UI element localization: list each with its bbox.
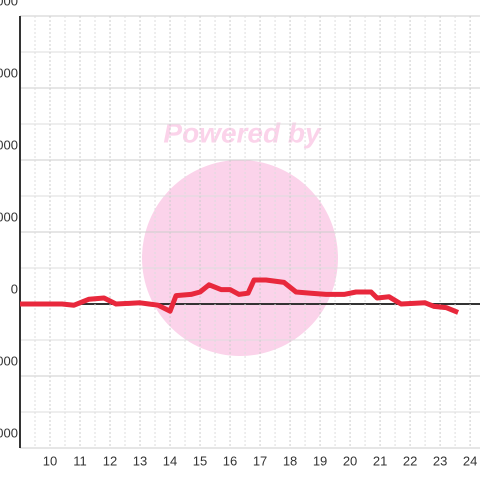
x-tick-label: 20	[343, 453, 357, 468]
y-tick-label: -3,000	[0, 353, 18, 368]
watermark-text: Powered by	[163, 117, 322, 148]
y-tick-label: 9,000	[0, 65, 18, 80]
x-tick-label: 11	[73, 453, 87, 468]
x-tick-label: 14	[163, 453, 177, 468]
x-tick-label: 15	[193, 453, 207, 468]
x-tick-label: 23	[433, 453, 447, 468]
line-series	[20, 277, 460, 315]
x-tick-label: 17	[253, 453, 267, 468]
x-tick-label: 19	[313, 453, 327, 468]
x-tick-label: 13	[133, 453, 147, 468]
x-tick-label: 22	[403, 453, 417, 468]
watermark-circle	[142, 160, 338, 356]
x-tick-label: 10	[43, 453, 57, 468]
x-tick-label: 21	[373, 453, 387, 468]
x-tick-label: 12	[103, 453, 117, 468]
y-tick-label: 0	[11, 281, 18, 296]
x-tick-label: 18	[283, 453, 297, 468]
y-tick-label: 3,000	[0, 209, 18, 224]
y-tick-label: -6,000	[0, 425, 18, 440]
x-tick-label: 16	[223, 453, 237, 468]
y-tick-label: 6,000	[0, 137, 18, 152]
x-tick-label: 24	[463, 453, 477, 468]
y-tick-label: 12,000	[0, 0, 18, 8]
